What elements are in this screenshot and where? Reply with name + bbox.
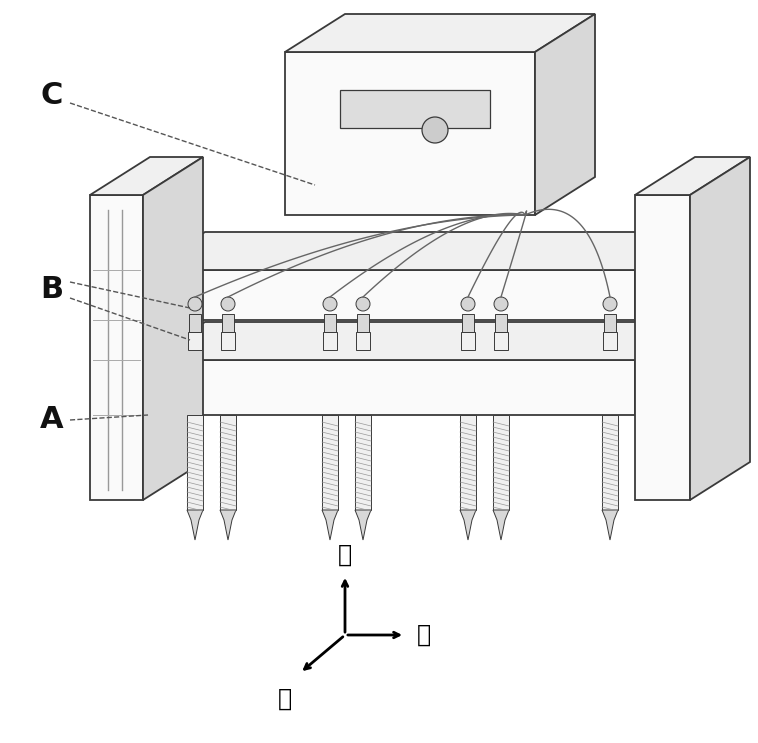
Polygon shape: [635, 232, 695, 320]
Polygon shape: [189, 314, 201, 332]
Polygon shape: [285, 52, 535, 215]
Polygon shape: [340, 90, 490, 128]
Polygon shape: [285, 14, 595, 52]
Text: A: A: [40, 406, 64, 435]
Circle shape: [188, 297, 202, 311]
Polygon shape: [145, 270, 635, 320]
Circle shape: [323, 297, 337, 311]
Polygon shape: [493, 415, 509, 510]
Circle shape: [422, 117, 448, 143]
Polygon shape: [322, 415, 338, 510]
Polygon shape: [462, 314, 474, 332]
Polygon shape: [220, 415, 236, 510]
Polygon shape: [143, 157, 203, 500]
Polygon shape: [535, 14, 595, 215]
Polygon shape: [461, 332, 475, 350]
Circle shape: [461, 297, 475, 311]
Polygon shape: [187, 510, 203, 540]
Polygon shape: [222, 314, 234, 332]
Polygon shape: [322, 510, 338, 540]
Polygon shape: [356, 332, 370, 350]
Polygon shape: [145, 232, 695, 270]
Polygon shape: [357, 314, 369, 332]
Text: B: B: [40, 276, 64, 305]
Polygon shape: [602, 415, 618, 510]
Polygon shape: [355, 415, 371, 510]
Polygon shape: [604, 314, 616, 332]
Polygon shape: [324, 314, 336, 332]
Polygon shape: [187, 415, 203, 510]
Polygon shape: [145, 360, 635, 415]
Circle shape: [603, 297, 617, 311]
Polygon shape: [603, 332, 617, 350]
Polygon shape: [690, 157, 750, 500]
Text: C: C: [41, 80, 63, 109]
Polygon shape: [355, 510, 371, 540]
Polygon shape: [493, 510, 509, 540]
Circle shape: [356, 297, 370, 311]
Polygon shape: [460, 415, 476, 510]
Polygon shape: [602, 510, 618, 540]
Polygon shape: [188, 332, 202, 350]
Polygon shape: [90, 195, 143, 500]
Polygon shape: [635, 157, 750, 195]
Text: 左: 左: [417, 623, 431, 647]
Polygon shape: [635, 195, 690, 500]
Polygon shape: [494, 332, 508, 350]
Polygon shape: [220, 510, 236, 540]
Circle shape: [221, 297, 235, 311]
Polygon shape: [635, 322, 695, 415]
Polygon shape: [460, 510, 476, 540]
Polygon shape: [323, 332, 337, 350]
Polygon shape: [221, 332, 235, 350]
Text: 上: 上: [338, 543, 352, 567]
Polygon shape: [145, 322, 695, 360]
Circle shape: [494, 297, 508, 311]
Polygon shape: [495, 314, 507, 332]
Polygon shape: [90, 157, 203, 195]
Text: 前: 前: [278, 687, 292, 711]
